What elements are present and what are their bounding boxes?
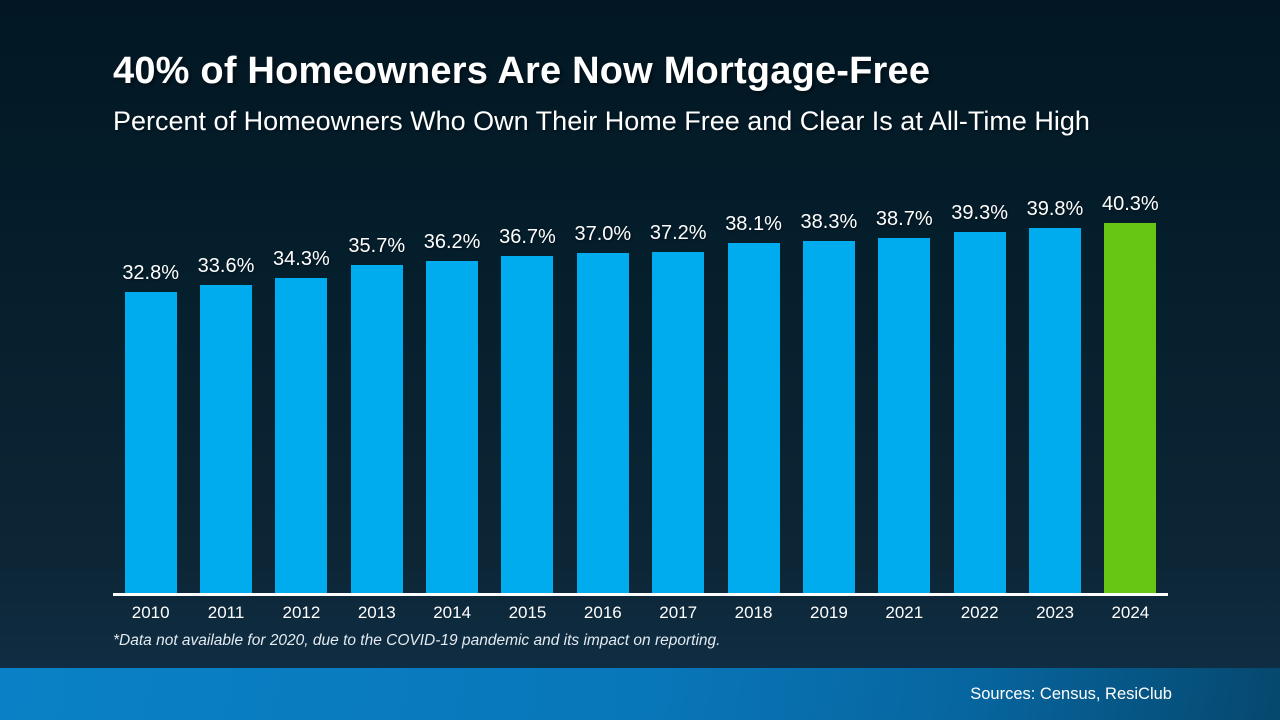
bar xyxy=(275,278,328,593)
bar xyxy=(576,253,629,593)
bar-group: 32.8% xyxy=(113,160,188,593)
x-axis-tick-label: 2010 xyxy=(131,603,170,622)
bar-group: 36.7% xyxy=(490,160,565,593)
x-axis-tick-label: 2018 xyxy=(734,603,773,622)
bar-chart: 32.8% 33.6% 34.3% 35.7% 36.2% 36.7% 37.0% 37.2%… xyxy=(113,160,1168,626)
bar-group: 33.6% xyxy=(188,160,263,593)
bar-value-label: 38.1% xyxy=(725,213,782,235)
bar-group: 35.7% xyxy=(339,160,414,593)
sources-text: Sources: Census, ResiClub xyxy=(970,684,1172,703)
bar-value-label: 38.3% xyxy=(800,211,858,233)
bar-group: 36.2% xyxy=(414,160,489,593)
bar-group: 39.3% xyxy=(942,160,1017,593)
x-axis-tick-label: 2023 xyxy=(1036,603,1074,622)
bar-value-label: 36.2% xyxy=(423,231,481,253)
bar-value-label: 39.8% xyxy=(1026,198,1084,220)
bar-group: 37.2% xyxy=(641,160,716,593)
x-axis-tick-label: 2014 xyxy=(433,603,472,622)
bars-row: 32.8% 33.6% 34.3% 35.7% 36.2% 36.7% 37.0% 37.2%… xyxy=(113,160,1168,593)
x-axis-tick-label: 2019 xyxy=(810,603,848,622)
bar-value-label: 36.7% xyxy=(499,226,556,248)
chart-title: 40% of Homeowners Are Now Mortgage-Free xyxy=(113,50,931,92)
bar-value-label: 35.7% xyxy=(348,235,406,257)
x-axis-line xyxy=(113,593,1168,596)
bar-group: 39.8% xyxy=(1017,160,1092,593)
chart-subtitle: Percent of Homeowners Who Own Their Home… xyxy=(113,106,1090,136)
bar-value-label: 33.6% xyxy=(197,255,255,277)
bar-group: 38.3% xyxy=(791,160,866,593)
bar-group: 40.3% xyxy=(1093,160,1168,593)
x-axis-tick-label: 2022 xyxy=(960,603,999,622)
bar-value-label: 37.2% xyxy=(649,222,707,244)
x-axis-tick-label: 2021 xyxy=(885,603,924,622)
bar-value-label: 37.0% xyxy=(574,223,632,245)
x-axis-tick-label: 2017 xyxy=(659,603,698,622)
bar-group: 38.7% xyxy=(867,160,942,593)
bar-highlight xyxy=(1104,223,1157,593)
bar xyxy=(1028,228,1081,593)
x-axis-tick-label: 2015 xyxy=(508,603,547,622)
bar xyxy=(350,265,403,593)
bar xyxy=(426,261,479,593)
bar-value-label: 40.3% xyxy=(1101,193,1159,215)
bar xyxy=(124,292,177,593)
x-axis-tick-label: 2011 xyxy=(207,603,245,622)
bar xyxy=(953,232,1006,593)
bar-value-label: 38.7% xyxy=(875,208,933,230)
bar-group: 34.3% xyxy=(264,160,339,593)
bar-group: 37.0% xyxy=(565,160,640,593)
x-axis-tick-label: 2016 xyxy=(583,603,622,622)
bar xyxy=(802,241,855,593)
bar xyxy=(652,252,705,593)
data-footnote: *Data not available for 2020, due to the… xyxy=(113,632,721,649)
bar xyxy=(878,238,931,593)
x-axis-tick-label: 2013 xyxy=(357,603,396,622)
x-axis-labels: 2010 2011 2012 2013 2014 2015 2016 2017 2018 2019… xyxy=(113,603,1168,623)
bar-value-label: 39.3% xyxy=(951,202,1008,224)
bar-value-label: 32.8% xyxy=(122,262,180,284)
footer-bar: Sources: Census, ResiClub xyxy=(0,668,1280,720)
x-axis-tick-label: 2012 xyxy=(282,603,321,622)
x-axis-tick-label: 2024 xyxy=(1111,603,1150,622)
bar-value-label: 34.3% xyxy=(273,248,330,270)
bar-group: 38.1% xyxy=(716,160,791,593)
bar xyxy=(200,285,253,593)
bar xyxy=(501,256,554,593)
bar xyxy=(727,243,780,593)
